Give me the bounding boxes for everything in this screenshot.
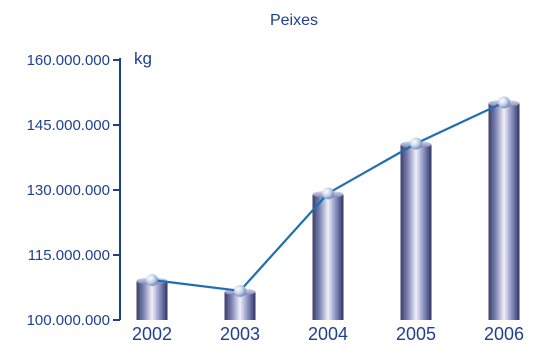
bars-group (136, 99, 520, 320)
y-tick-label: 145.000.000 (27, 117, 110, 134)
y-tick-label: 100.000.000 (27, 312, 110, 329)
y-tick-label: 115.000.000 (28, 247, 110, 264)
x-tick-label: 2006 (484, 324, 524, 344)
bar-2004 (312, 194, 344, 320)
x-axis-labels: 2002 2003 2004 2005 2006 (132, 324, 524, 344)
y-axis-unit-label: kg (134, 49, 152, 68)
x-tick-label: 2002 (132, 324, 172, 344)
y-tick-label: 160.000.000 (27, 52, 110, 69)
trend-marker-2002 (146, 274, 158, 286)
chart-title: Peixes (270, 12, 318, 29)
y-tick-label: 130.000.000 (27, 182, 110, 199)
x-tick-label: 2003 (220, 324, 260, 344)
bar-2005 (400, 144, 432, 320)
trend-marker-2004 (322, 187, 334, 200)
x-tick-label: 2005 (396, 324, 436, 344)
y-axis-ticks: 100.000.000 115.000.000 130.000.000 145.000… (27, 52, 120, 329)
trend-marker-2006 (498, 96, 510, 109)
trend-marker-2005 (410, 137, 422, 150)
bar-2006 (488, 103, 520, 320)
trend-markers (146, 96, 510, 297)
trend-marker-2003 (234, 284, 246, 297)
x-tick-label: 2004 (308, 324, 348, 344)
bar-2002 (136, 281, 168, 320)
